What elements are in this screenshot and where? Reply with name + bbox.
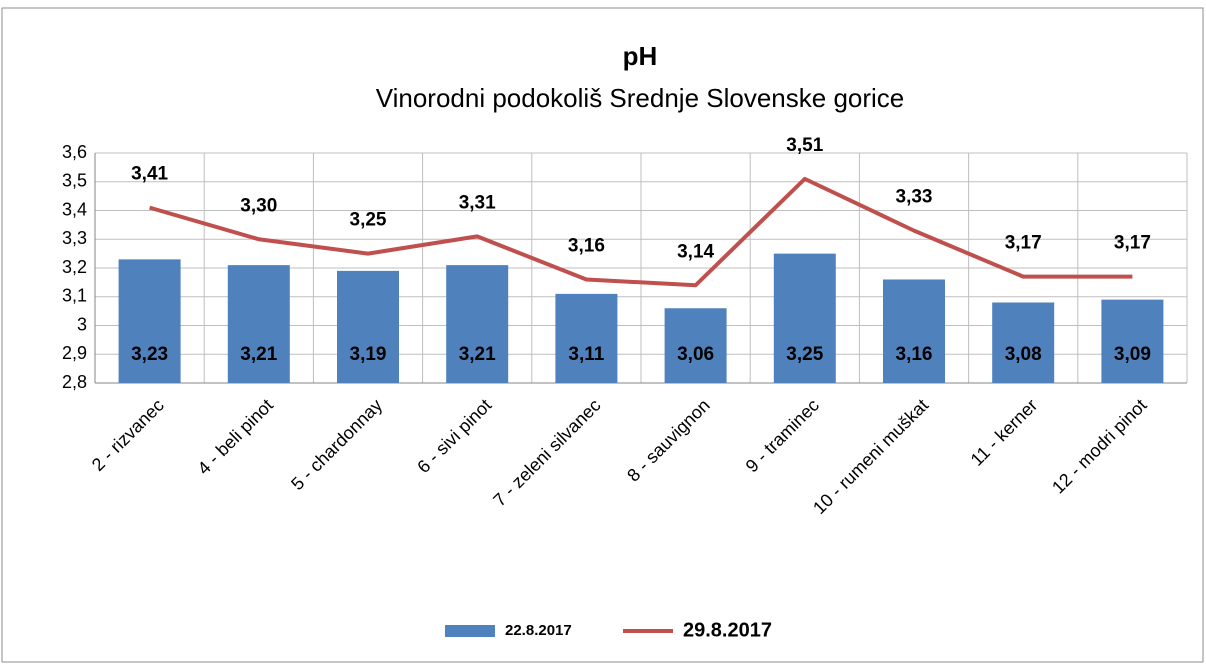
bar bbox=[337, 270, 399, 383]
line-value-label: 3,51 bbox=[786, 135, 823, 156]
chart-title: pH bbox=[623, 41, 658, 71]
line-value-label: 3,17 bbox=[1005, 233, 1042, 254]
bar bbox=[664, 308, 727, 383]
bar bbox=[883, 279, 945, 383]
bar bbox=[555, 293, 618, 383]
bar bbox=[227, 265, 290, 383]
line-value-label: 3,30 bbox=[240, 195, 277, 216]
y-tick-label: 3,5 bbox=[62, 171, 87, 191]
bar bbox=[1101, 299, 1164, 383]
bar-value-label: 3,06 bbox=[677, 344, 714, 365]
y-tick-label: 2,9 bbox=[62, 343, 87, 363]
bar bbox=[773, 253, 836, 383]
line-value-label: 3,41 bbox=[131, 164, 168, 185]
bar-value-label: 3,21 bbox=[459, 344, 496, 365]
bar-value-label: 3,19 bbox=[350, 344, 387, 365]
chart-subtitle: Vinorodni podokoliš Srednje Slovenske go… bbox=[376, 83, 905, 113]
bar bbox=[992, 302, 1055, 383]
y-tick-label: 3 bbox=[77, 314, 87, 334]
y-tick-label: 2,8 bbox=[62, 372, 87, 392]
legend-swatch bbox=[445, 625, 495, 637]
line-value-label: 3,31 bbox=[459, 192, 496, 213]
legend-label: 22.8.2017 bbox=[505, 622, 572, 639]
y-tick-label: 3,4 bbox=[62, 199, 87, 219]
bar bbox=[118, 259, 181, 383]
bar-value-label: 3,16 bbox=[896, 344, 933, 365]
bar-value-label: 3,25 bbox=[786, 344, 823, 365]
line-value-label: 3,16 bbox=[568, 236, 605, 257]
line bbox=[149, 176, 1133, 288]
legend-label: 29.8.2017 bbox=[683, 619, 772, 641]
line-value-label: 3,17 bbox=[1114, 233, 1151, 254]
bar-value-label: 3,09 bbox=[1114, 344, 1151, 365]
y-tick-label: 3,1 bbox=[62, 286, 87, 306]
y-tick-label: 3,6 bbox=[62, 142, 87, 162]
bar-value-label: 3,11 bbox=[568, 344, 604, 365]
line-value-label: 3,33 bbox=[896, 187, 933, 208]
y-tick-label: 3,2 bbox=[62, 257, 87, 277]
line-value-label: 3,14 bbox=[677, 241, 714, 262]
bar-value-label: 3,23 bbox=[131, 344, 168, 365]
y-tick-label: 3,3 bbox=[62, 228, 87, 248]
bar bbox=[446, 265, 509, 383]
bar-value-label: 3,08 bbox=[1005, 344, 1042, 365]
bar-value-label: 3,21 bbox=[240, 344, 277, 365]
line-value-label: 3,25 bbox=[350, 210, 387, 231]
